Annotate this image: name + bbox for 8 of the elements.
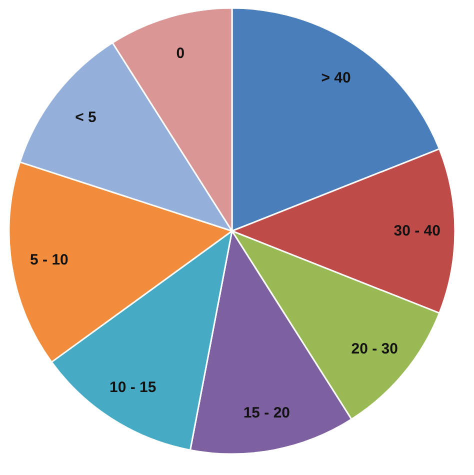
slice-label: 20 - 30 [351,340,398,358]
slice-label: 0 [176,44,185,62]
slice-label: 5 - 10 [30,251,68,268]
slice-label: 30 - 40 [394,222,440,240]
slice-label: > 40 [321,69,351,86]
slice-label: 10 - 15 [109,378,156,396]
slice-label: < 5 [75,109,96,126]
slice-label: 15 - 20 [243,404,290,422]
